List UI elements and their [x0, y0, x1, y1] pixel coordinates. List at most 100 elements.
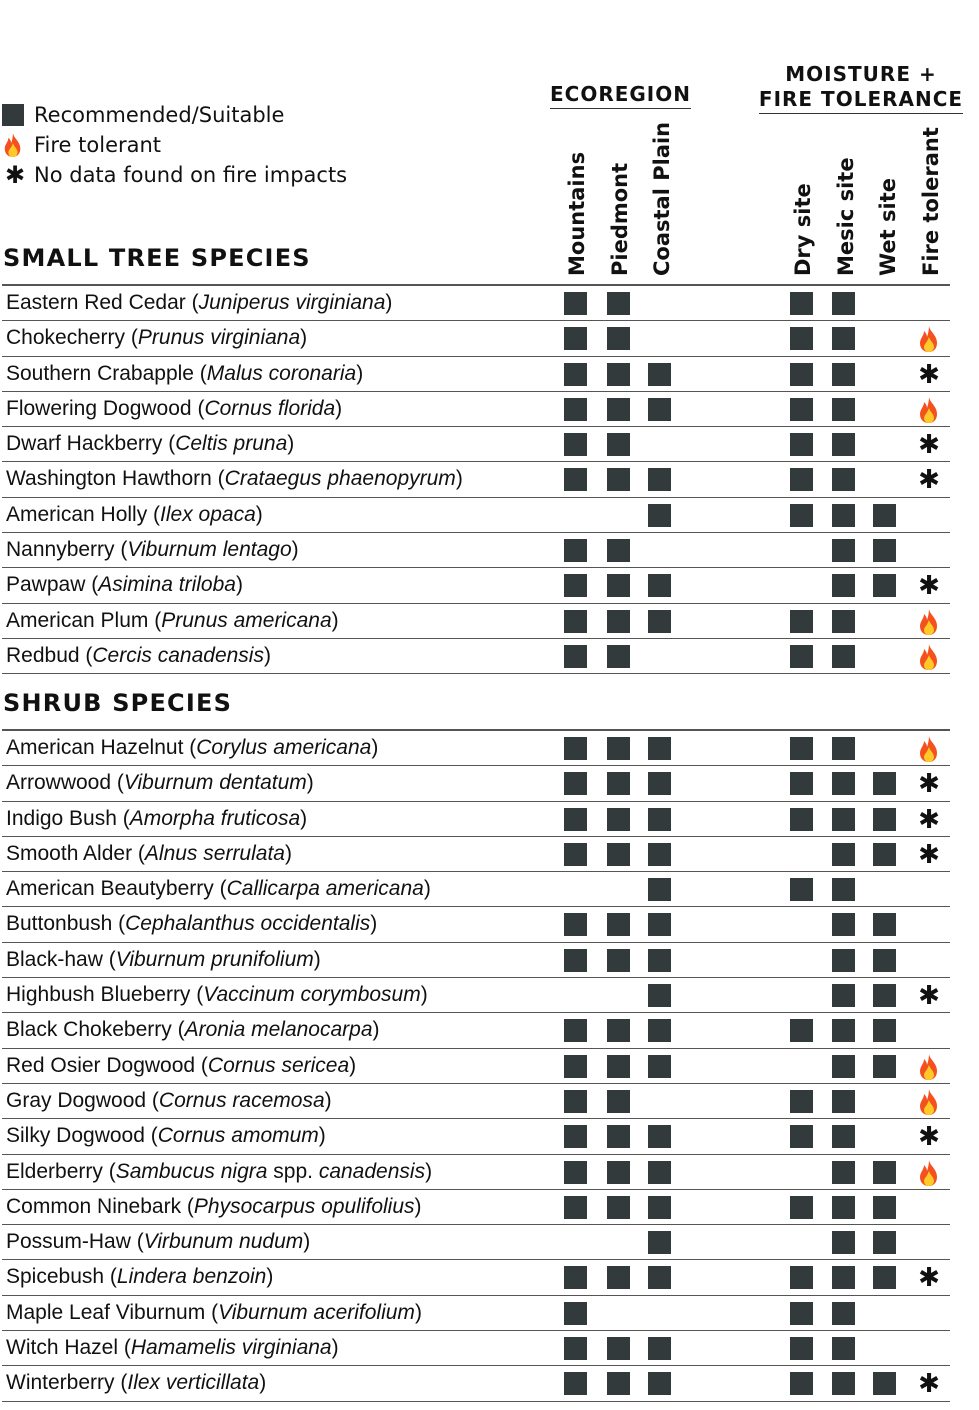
common-name: Black-haw [6, 947, 103, 971]
table-row: Dwarf Hackberry (Celtis pruna) ✱ [2, 427, 950, 463]
species-name: Red Osier Dogwood (Cornus sericea) [6, 1053, 357, 1077]
suitable-square-icon [564, 362, 587, 386]
table-row: American Plum (Prunus americana) [2, 604, 950, 639]
suitable-square-icon [564, 1019, 587, 1043]
divider [2, 284, 950, 286]
suitable-square-icon [607, 772, 630, 796]
suitable-square-icon [790, 327, 813, 351]
suitable-square-icon [564, 807, 587, 831]
fire-tolerant-mark [917, 1159, 941, 1187]
suitable-square-icon [832, 644, 855, 668]
suitable-square-icon [648, 948, 671, 972]
suitable-square-icon [832, 772, 855, 796]
suitable-square-icon [607, 433, 630, 457]
suitable-square-icon [873, 503, 896, 527]
suitable-square-icon [790, 468, 813, 492]
common-name: American Holly [6, 502, 148, 526]
suitable-square-icon [832, 397, 855, 421]
scientific-name: Viburnum acerifolium [218, 1300, 415, 1324]
asterisk-icon: ✱ [918, 1263, 940, 1294]
suitable-square-icon [873, 913, 896, 937]
species-name: Smooth Alder (Alnus serrulata) [6, 841, 292, 865]
table-row: Spicebush (Lindera benzoin) ✱ [2, 1260, 950, 1296]
suitable-square-icon [790, 1337, 813, 1361]
table-row: Redbud (Cercis canadensis) [2, 639, 950, 675]
suitable-square-icon [873, 574, 896, 598]
common-name: American Plum [6, 608, 149, 632]
column-header-mountains: Mountains [565, 151, 589, 276]
scientific-name: Vaccinum corymbosum [203, 983, 421, 1007]
suitable-square-icon [607, 1125, 630, 1149]
no-data-mark: ✱ [917, 1123, 941, 1151]
species-name: Redbud (Cercis canadensis) [6, 643, 271, 667]
scientific-name: Prunus virginiana [137, 326, 301, 350]
scientific-name: Lindera benzoin [116, 1265, 267, 1289]
suitable-square-icon [832, 1125, 855, 1149]
common-name: Nannyberry [6, 538, 115, 562]
table-row: Smooth Alder (Alnus serrulata) ✱ [2, 837, 950, 873]
table-row: Possum-Haw (Virbunum nudum) [2, 1225, 950, 1261]
suitable-square-icon [564, 468, 587, 492]
suitable-square-icon [564, 1195, 587, 1219]
asterisk-icon: ✱ [918, 804, 940, 835]
common-name: Pawpaw [6, 573, 86, 597]
legend-item-no-data: ✱ No data found on fire impacts [2, 160, 347, 190]
table-row: Arrowwood (Viburnum dentatum) ✱ [2, 766, 950, 802]
table-row: Pawpaw (Asimina triloba) ✱ [2, 568, 950, 604]
suitable-square-icon [648, 913, 671, 937]
suitable-square-icon [607, 574, 630, 598]
suitable-square-icon [607, 468, 630, 492]
scientific-name: Alnus serrulata [144, 841, 285, 865]
scientific-name: Asimina triloba [98, 573, 236, 597]
suitable-square-icon [564, 737, 587, 760]
suitable-square-icon [648, 1125, 671, 1149]
suitable-square-icon [832, 574, 855, 598]
filled-square-icon [2, 104, 24, 126]
suitable-square-icon [790, 362, 813, 386]
common-name: Winterberry [6, 1371, 115, 1395]
fire-tolerant-mark [917, 735, 941, 763]
common-name: Common Ninebark [6, 1194, 182, 1218]
suitable-square-icon [607, 609, 630, 633]
suitable-square-icon [607, 737, 630, 760]
common-name: Redbud [6, 643, 80, 667]
table-row: American Beautyberry (Callicarpa america… [2, 872, 950, 908]
suitable-square-icon [832, 1019, 855, 1043]
asterisk-icon: ✱ [918, 839, 940, 870]
common-name: American Beautyberry [6, 877, 214, 901]
suitable-square-icon [873, 1266, 896, 1290]
divider [2, 729, 950, 731]
species-name: Arrowwood (Viburnum dentatum) [6, 771, 314, 795]
scientific-name: Prunus americana [161, 608, 332, 632]
species-name: Eastern Red Cedar (Juniperus virginiana) [6, 291, 393, 314]
suitable-square-icon [832, 948, 855, 972]
table-row: Common Ninebark (Physocarpus opulifolius… [2, 1190, 950, 1226]
suitable-square-icon [564, 644, 587, 668]
suitable-square-icon [648, 503, 671, 527]
suitable-square-icon [832, 913, 855, 937]
scientific-name: Cornus sericea [207, 1053, 350, 1077]
suitable-square-icon [832, 737, 855, 760]
column-headers: Mountains Piedmont Coastal Plain Dry sit… [0, 0, 979, 278]
common-name: Possum-Haw [6, 1230, 131, 1254]
suitable-square-icon [648, 1195, 671, 1219]
table-row: Silky Dogwood (Cornus amomum) ✱ [2, 1119, 950, 1155]
suitable-square-icon [607, 1372, 630, 1396]
suitable-square-icon [564, 433, 587, 457]
fire-tolerant-mark [917, 608, 941, 636]
flame-icon [920, 608, 937, 635]
suitable-square-icon [873, 772, 896, 796]
suitable-square-icon [648, 1372, 671, 1396]
suitable-square-icon [873, 539, 896, 563]
species-name: Maple Leaf Viburnum (Viburnum acerifoliu… [6, 1300, 422, 1324]
suitable-square-icon [564, 1372, 587, 1396]
suitable-square-icon [607, 1160, 630, 1184]
section-title-shrubs: SHRUB SPECIES [3, 689, 233, 717]
species-name: Black Chokeberry (Aronia melanocarpa) [6, 1018, 380, 1042]
scientific-name: Virbunum nudum [143, 1230, 304, 1254]
species-name: Common Ninebark (Physocarpus opulifolius… [6, 1194, 422, 1218]
legend-label: Fire tolerant [34, 133, 162, 157]
suitable-square-icon [607, 292, 630, 315]
table-row: Eastern Red Cedar (Juniperus virginiana) [2, 286, 950, 322]
scientific-name: Cornus amomum [157, 1124, 319, 1148]
